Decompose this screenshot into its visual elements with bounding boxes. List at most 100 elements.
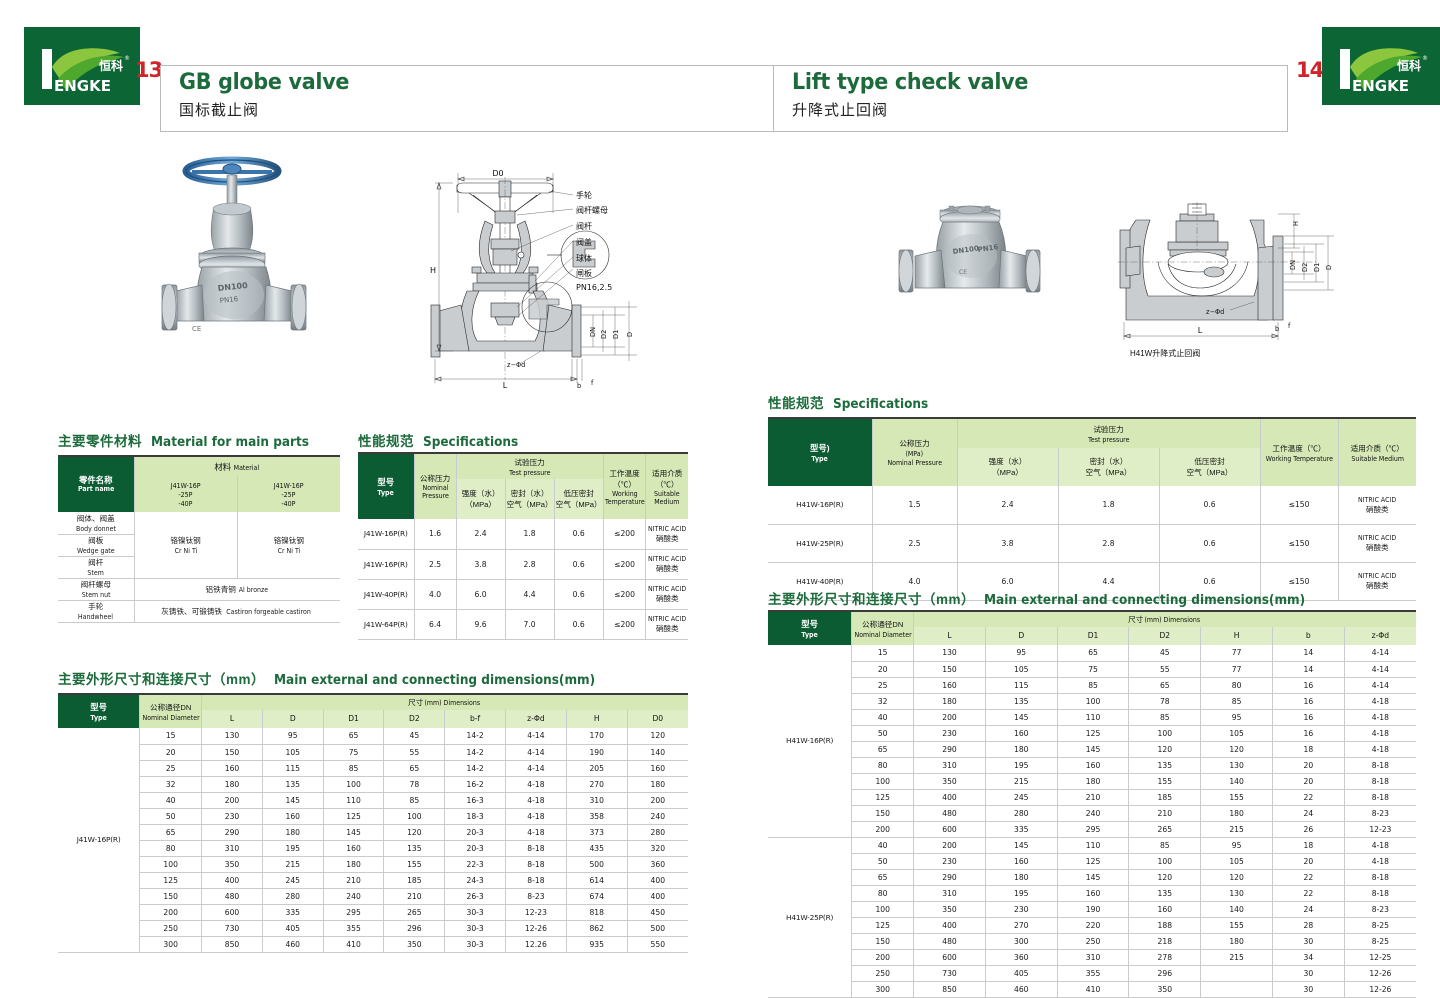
part-name-cn: 手轮 — [88, 602, 104, 611]
dim-value-zd: 4-18 — [1344, 693, 1416, 710]
spec-medium-en: NITRIC ACID — [1358, 534, 1397, 542]
dim-value-D2: 55 — [383, 744, 446, 761]
header-col-D2: D2 — [383, 709, 446, 728]
left-spec-caption: 性能规范 Specifications — [358, 430, 526, 451]
dim-value-L: 850 — [913, 981, 986, 998]
table-row: 50 230 160 125 100 105 16 4-18 — [768, 725, 1416, 742]
dim-value-D2: 265 — [1128, 821, 1202, 838]
dim-value-D2: 155 — [1128, 773, 1202, 790]
spec-temp: ≤200 — [603, 519, 647, 550]
dim-value-bf: 14-2 — [444, 760, 506, 777]
dim-value-b: 30 — [1272, 965, 1345, 982]
dim-value-D1: 145 — [1057, 741, 1130, 758]
part-name-cn: 阀杆 — [88, 558, 104, 567]
dim-value-D: 95 — [262, 728, 324, 745]
stem-nut-material-cn: 铝铁青铜 — [205, 584, 236, 594]
svg-text:L: L — [503, 381, 508, 390]
dim-value-L: 400 — [913, 789, 986, 806]
dim-value-zd: 12-26 — [1344, 965, 1416, 982]
header-test-cn: 试验压力 — [514, 457, 545, 467]
table-row: J41W-40P(R) 4.0 6.0 4.4 0.6 ≤200 NITRIC … — [358, 579, 688, 610]
dim-value-H: 77 — [1200, 645, 1273, 662]
material-1-cn: 铬镍钛钢 — [170, 535, 201, 545]
dim-value-H: 358 — [566, 808, 628, 825]
dim-nominal-diameter: 150 — [851, 933, 915, 950]
page-header: ENGKE 恒科 ® 13 GB globe valve 国标截止阀 Lift … — [0, 27, 1440, 132]
dim-value-H: 155 — [1200, 917, 1273, 934]
dim-nominal-diameter: 50 — [851, 853, 915, 870]
dim-value-H: 85 — [1200, 693, 1273, 710]
spec-type: J41W-40P(R) — [358, 579, 415, 610]
header-type-cn: 型号) — [809, 443, 830, 453]
dim-value-D: 135 — [985, 693, 1058, 710]
spec-nominal: 2.5 — [872, 524, 958, 563]
spec-strength: 2.4 — [957, 486, 1059, 525]
spec-seal: 4.4 — [1058, 562, 1160, 601]
dim-value-H: 190 — [566, 744, 628, 761]
dim-value-zd: 4-14 — [1344, 645, 1416, 662]
svg-text:D: D — [626, 332, 634, 337]
part-name-en: Stem — [87, 569, 104, 577]
svg-text:球体: 球体 — [576, 253, 592, 263]
dim-value-D1: 145 — [323, 824, 385, 841]
dim-value-D: 195 — [985, 757, 1058, 774]
table-row: 32 180 135 100 78 16-2 4-18 270 180 — [58, 776, 688, 793]
dim-value-L: 200 — [913, 837, 986, 854]
dim-value-L: 850 — [201, 936, 263, 953]
part-name-en: Body donnet — [75, 524, 116, 533]
right-dim-caption: 主要外形尺寸和连接尺寸（mm） Main external and connec… — [768, 588, 1330, 609]
svg-text:手轮: 手轮 — [576, 190, 592, 200]
dim-value-D0: 320 — [627, 840, 688, 857]
dim-value-D: 180 — [985, 869, 1058, 886]
dim-value-D0: 280 — [627, 824, 688, 841]
dim-nominal-diameter: 150 — [139, 888, 203, 905]
dim-nominal-diameter: 125 — [851, 917, 915, 934]
header-seal-unit: 空气（MPa） — [506, 500, 553, 509]
dim-value-L: 600 — [913, 821, 986, 838]
spec-medium-en: NITRIC ACID — [648, 555, 687, 563]
dim-value-H: 105 — [1200, 853, 1273, 870]
dim-nominal-diameter: 50 — [139, 808, 203, 825]
dim-value-zd: 12-23 — [505, 904, 567, 921]
header-dn-cn: 公称通径DN — [149, 702, 192, 712]
dim-value-D: 300 — [985, 933, 1058, 950]
dim-value-D2: 278 — [1128, 949, 1202, 966]
header-col-D1: D1 — [1057, 626, 1130, 645]
spec-type: H41W-40P(R) — [768, 562, 873, 601]
dim-value-zd: 8-18 — [1344, 885, 1416, 902]
handwheel-material-cn: 灰铸铁、可锻铸铁 — [161, 606, 223, 616]
table-row: H41W-25P(R) 40 200 145 110 85 95 18 4-18 — [768, 836, 1416, 998]
header-medium-en: Suitable Medium — [654, 489, 680, 506]
table-row: 25 160 115 85 65 80 16 4-14 — [768, 677, 1416, 694]
spec-seal: 2.8 — [1058, 524, 1160, 563]
dim-value-D1: 75 — [323, 744, 385, 761]
dim-value-H: 80 — [1200, 677, 1273, 694]
dim-value-zd: 4-14 — [505, 728, 567, 745]
left-title-cn: 国标截止阀 — [179, 102, 260, 119]
dim-value-bf: 16-2 — [444, 776, 506, 793]
dim-value-zd: 8-23 — [1344, 805, 1416, 822]
dim-value-zd: 8-25 — [1344, 917, 1416, 934]
header-test-cn: 试验压力 — [1093, 424, 1124, 434]
dim-value-D: 145 — [985, 837, 1058, 854]
header-lowseal-cn: 低压密封 — [1194, 457, 1225, 466]
table-row: 200 600 335 295 265 215 26 12-23 — [768, 821, 1416, 838]
dim-value-D: 335 — [985, 821, 1058, 838]
spec-lowseal: 0.6 — [554, 549, 604, 580]
spec-type: J41W-16P(R) — [358, 519, 415, 550]
material-caption-en: Material for main parts — [151, 435, 310, 450]
header-material-col-1: J41W-16P -25P -40P — [134, 476, 238, 512]
dim-nominal-diameter: 50 — [851, 725, 915, 742]
dim-value-b: 24 — [1272, 901, 1345, 918]
dim-value-zd: 12-26 — [505, 920, 567, 937]
header-col-H: H — [566, 709, 628, 728]
dim-value-D2: 85 — [1128, 837, 1202, 854]
dim-value-D1: 125 — [323, 808, 385, 825]
material-1-en: Cr Ni Ti — [174, 546, 197, 555]
dim-value-H: 155 — [1200, 789, 1273, 806]
table-row: 20 150 105 75 55 77 14 4-14 — [768, 661, 1416, 678]
dim-value-L: 600 — [201, 904, 263, 921]
table-row: 80 310 195 160 135 130 20 8-18 — [768, 757, 1416, 774]
dim-value-zd: 8-23 — [1344, 901, 1416, 918]
header-medium-en: Suitable Medium — [1350, 454, 1404, 463]
